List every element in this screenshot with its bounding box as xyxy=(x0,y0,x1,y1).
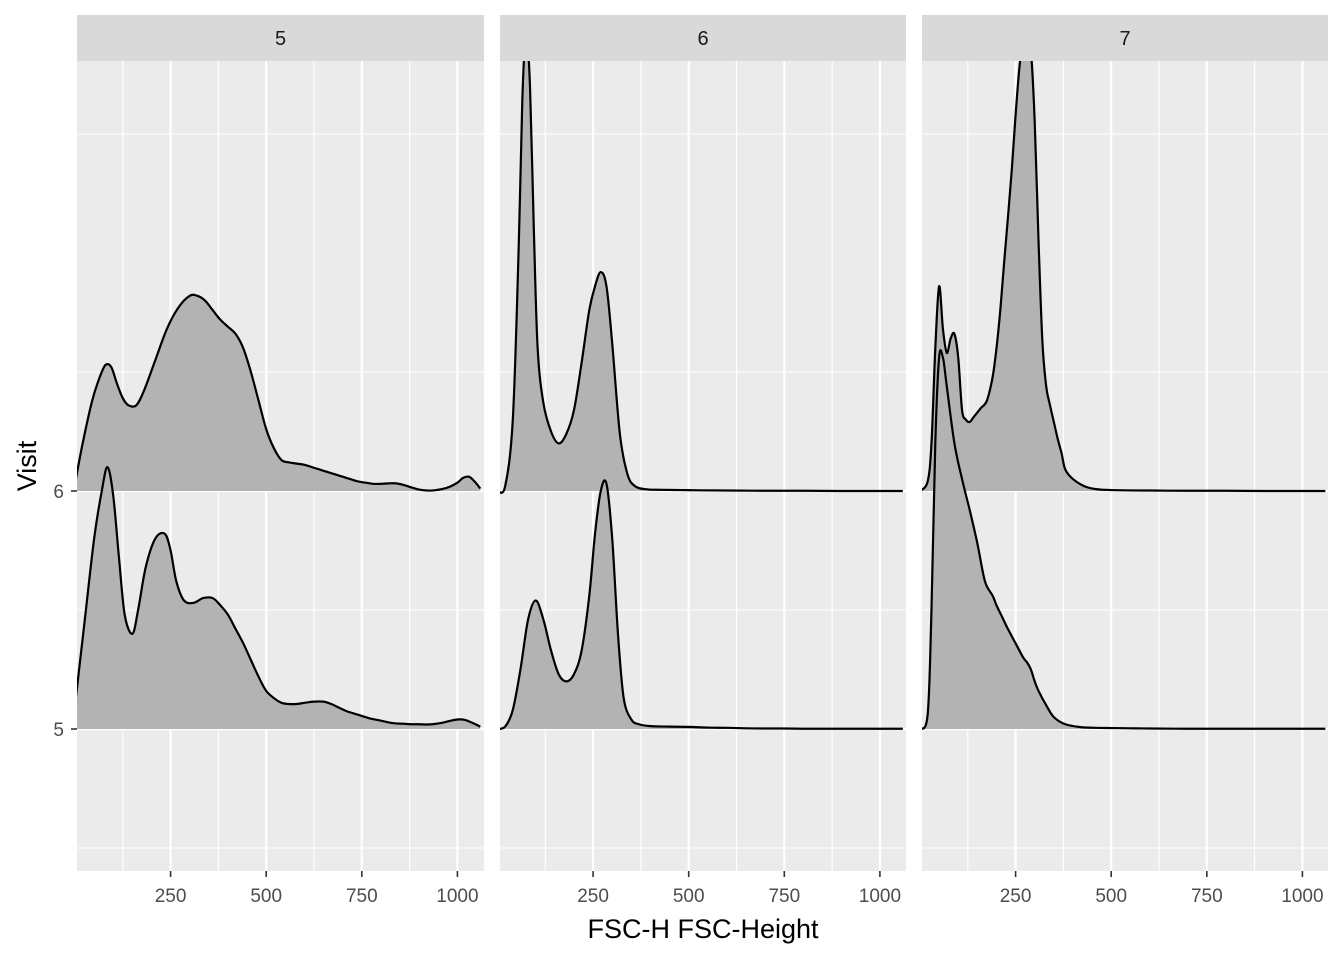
x-tick-label: 750 xyxy=(346,886,378,907)
ridge-fill-visit-6 xyxy=(922,61,1326,492)
x-tick-label: 750 xyxy=(1191,886,1223,907)
ridge-line-visit-5 xyxy=(500,479,903,730)
facet-strip xyxy=(922,15,1328,61)
ridges xyxy=(77,293,482,729)
ridge-fill-visit-5 xyxy=(77,467,481,729)
facet-panel-6: 6 250 500 750 1000 xyxy=(500,15,906,907)
x-tick-label: 1000 xyxy=(1281,886,1323,907)
ridges xyxy=(922,61,1326,730)
ridges xyxy=(500,61,903,730)
x-tick-label: 500 xyxy=(673,886,705,907)
facet-strip xyxy=(500,15,906,61)
ridge-line-visit-6 xyxy=(500,61,903,494)
facet-panel-7: 7 250 500 750 1000 xyxy=(922,15,1328,907)
ridge-fill-visit-5 xyxy=(922,350,1326,729)
x-tick-label: 1000 xyxy=(859,886,901,907)
panels-layer: 5 250 500 750 1000 6 250 500 750 1000 7 250 500 750 10… xyxy=(53,15,1328,907)
x-tick-label: 1000 xyxy=(436,886,478,907)
ridge-fill-visit-5 xyxy=(500,480,903,729)
ridge-line-visit-6 xyxy=(922,61,1326,493)
facet-strip xyxy=(77,15,484,61)
x-axis-title: FSC-H FSC-Height xyxy=(587,914,819,944)
facet-strip-label: 6 xyxy=(697,28,708,50)
x-tick-label: 250 xyxy=(1000,886,1032,907)
y-axis-title: Visit xyxy=(12,440,42,491)
x-tick-label: 250 xyxy=(577,886,609,907)
y-axis: 56 xyxy=(53,482,77,741)
facet-strip-label: 7 xyxy=(1119,28,1130,50)
ridge-line-visit-5 xyxy=(922,349,1326,730)
ridge-fill-visit-6 xyxy=(500,61,903,493)
y-tick-label: 6 xyxy=(53,482,64,503)
ridge-line-visit-6 xyxy=(77,293,482,492)
x-tick-label: 250 xyxy=(155,886,187,907)
x-tick-label: 500 xyxy=(250,886,282,907)
x-tick-label: 500 xyxy=(1095,886,1127,907)
y-tick-label: 5 xyxy=(53,720,64,741)
x-tick-label: 750 xyxy=(768,886,800,907)
facet-strip-label: 5 xyxy=(275,28,286,50)
ridge-fill-visit-6 xyxy=(77,294,481,491)
ridge-line-visit-5 xyxy=(77,466,481,728)
facet-panel-5: 5 250 500 750 1000 xyxy=(77,15,484,907)
